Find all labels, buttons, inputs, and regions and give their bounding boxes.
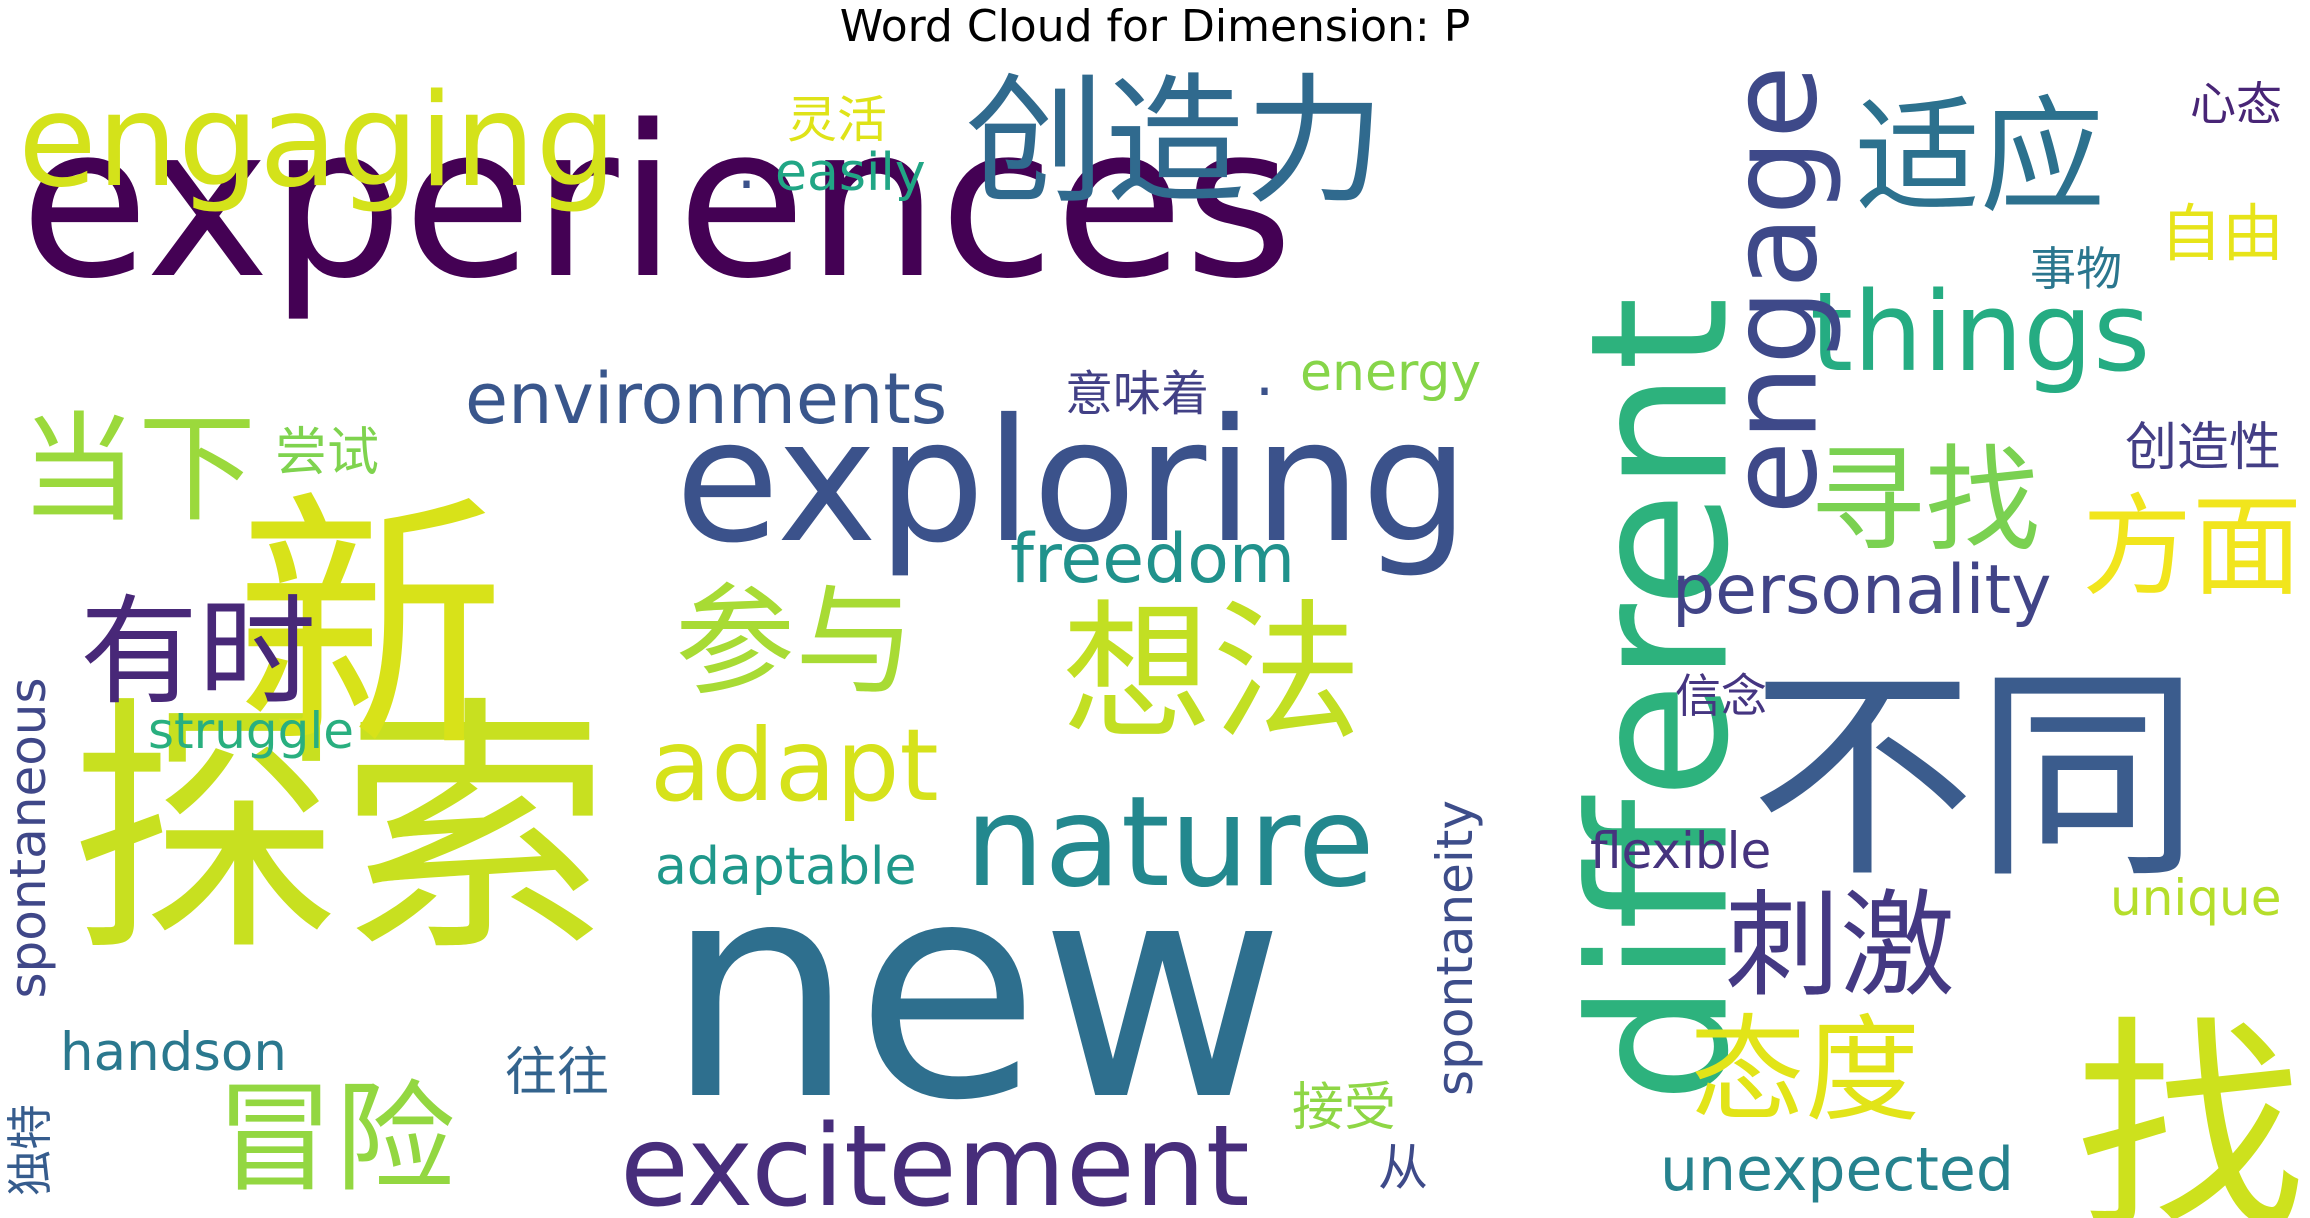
word-9: 想法 [1062,587,1362,761]
word-6: 不同 [1750,647,2200,909]
word-42: 意味着 [1065,366,1209,422]
word-36: easily [775,143,926,203]
word-0: experiences [20,80,1293,325]
word-34: flexible [1590,822,1771,880]
word-37: energy [1300,343,1481,403]
word-43: 尝试 [275,423,379,483]
word-21: 当下 [20,400,256,538]
word-28: unexpected [1660,1135,2014,1205]
word-14: 适应 [1855,85,2105,230]
word-41: 事物 [2030,242,2122,296]
word-17: 寻找 [1810,434,2040,568]
word-19: 冒险 [215,1070,455,1209]
word-1: new [665,817,1285,1166]
word-10: things [1810,268,2150,396]
word-46: 往往 [505,1043,609,1103]
word-4: 新 [235,469,505,784]
word-2: different [1550,297,1771,1104]
word-32: struggle [148,702,354,760]
word-22: 态度 [1690,1004,1920,1138]
word-27: 找 [2075,998,2305,1218]
word-12: excitement [620,1102,1250,1218]
word-23: 方面 [2082,483,2302,611]
word-15: 参与 [675,573,915,712]
word-48: 从 [1378,1139,1428,1197]
word-20: 有时 [80,583,316,721]
word-44: 创造性 [2125,418,2281,478]
word-8: 创造力 [965,61,1385,224]
word-13: engage [1706,65,1845,515]
word-30: spontaneity [1426,800,1484,1096]
word-25: personality [1672,551,2051,630]
word-33: handson [60,1022,287,1083]
word-45: 信念 [1675,669,1767,723]
word-47: 接受 [1292,1078,1396,1138]
word-3: 探索 [70,674,610,989]
word-11: nature [965,770,1375,915]
word-49: 独特 [3,1104,57,1196]
word-51: . [1255,340,1274,410]
word-18: 刺激 [1725,879,1955,1013]
word-7: engaging [18,67,617,216]
word-40: 心态 [2190,77,2282,131]
word-50: . [737,133,756,203]
word-16: adapt [650,707,939,824]
word-39: 灵活 [787,91,887,149]
word-29: spontaneous [0,677,57,998]
word-24: environments [465,358,947,440]
word-31: adaptable [655,837,916,897]
word-38: 自由 [2160,197,2284,270]
chart-title: Word Cloud for Dimension: P [839,1,1471,52]
word-5: exploring [675,383,1469,581]
word-26: freedom [1010,520,1295,599]
word-35: unique [2110,869,2281,927]
